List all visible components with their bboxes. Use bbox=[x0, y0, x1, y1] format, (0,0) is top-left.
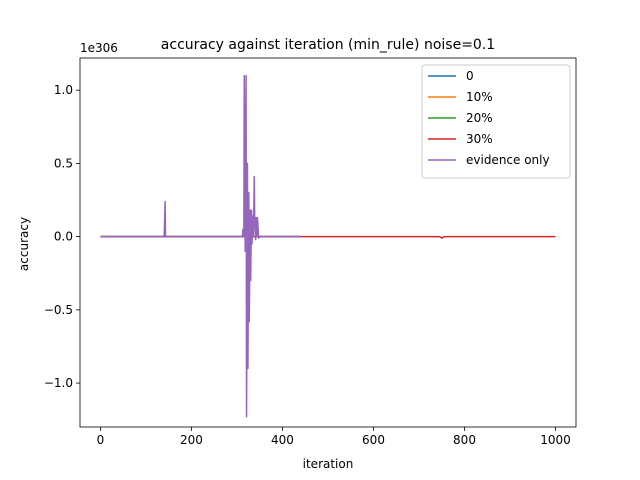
legend-label: 30% bbox=[466, 132, 493, 146]
legend-label: 0 bbox=[466, 69, 474, 83]
legend-label: 10% bbox=[466, 90, 493, 104]
series-line-4 bbox=[100, 74, 301, 418]
x-tick-label: 400 bbox=[271, 433, 294, 447]
y-tick-label: 1.0 bbox=[54, 83, 73, 97]
ticks-layer: 0 200 400 600 800 1000 −1.0 −0.5 0.0 0.5 1.0 bbox=[44, 83, 571, 447]
y-tick-label: 0.5 bbox=[54, 156, 73, 170]
legend-label: 20% bbox=[466, 111, 493, 125]
y-offset-text: 1e306 bbox=[80, 41, 118, 55]
legend-box bbox=[421, 64, 571, 179]
x-axis-label: iteration bbox=[303, 457, 354, 471]
y-tick-label: −0.5 bbox=[44, 303, 73, 317]
y-tick-label: 0.0 bbox=[54, 230, 73, 244]
legend-label: evidence only bbox=[466, 153, 550, 167]
x-tick-label: 0 bbox=[97, 433, 105, 447]
series-layer bbox=[100, 74, 556, 418]
plot-frame bbox=[79, 57, 577, 428]
x-tick-label: 800 bbox=[453, 433, 476, 447]
chart-title: accuracy against iteration (min_rule) no… bbox=[161, 37, 495, 53]
y-tick-label: −1.0 bbox=[44, 376, 73, 390]
x-tick-label: 200 bbox=[180, 433, 203, 447]
x-tick-label: 1000 bbox=[540, 433, 571, 447]
legend: 0 10% 20% 30% evidence only bbox=[421, 64, 571, 179]
x-tick-label: 600 bbox=[362, 433, 385, 447]
y-axis-label: accuracy bbox=[17, 217, 31, 271]
